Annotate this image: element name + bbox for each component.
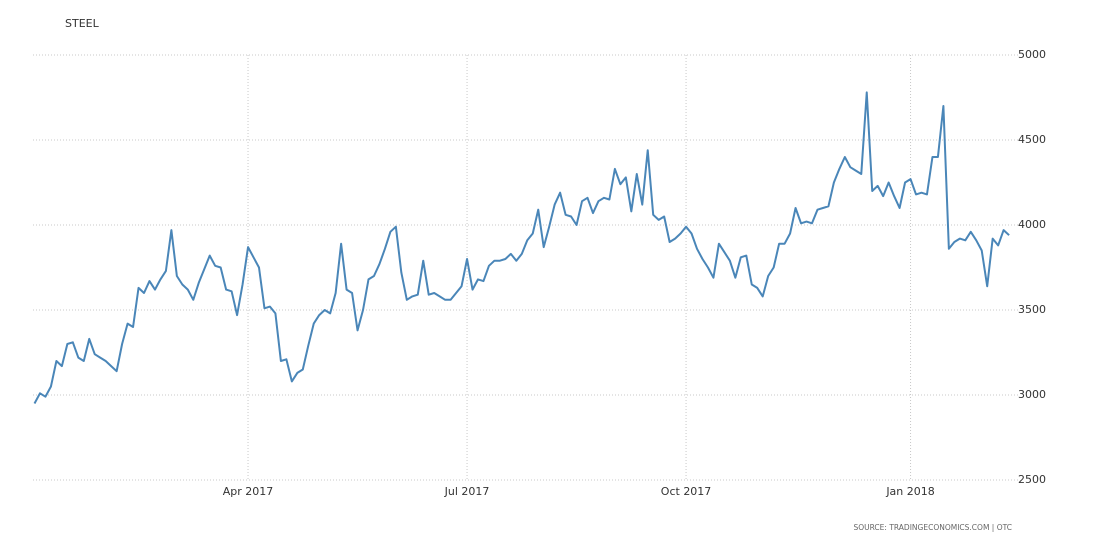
price-line [33,91,1010,404]
source: SOURCE: TRADINGECONOMICS.COM | OTC [853,523,1012,532]
x-tick-label: Jul 2017 [444,485,490,498]
x-tick-label: Jan 2018 [885,485,934,498]
y-tick-label: 5000 [1018,48,1046,61]
y-tick-label: 4500 [1018,133,1046,146]
y-tick-label: 4000 [1018,218,1046,231]
y-tick-label: 2500 [1018,473,1046,486]
y-tick-label: 3500 [1018,303,1046,316]
x-tick-label: Oct 2017 [661,485,712,498]
chart-title: STEEL [65,17,100,30]
y-tick-label: 3000 [1018,388,1046,401]
x-tick-label: Apr 2017 [223,485,274,498]
